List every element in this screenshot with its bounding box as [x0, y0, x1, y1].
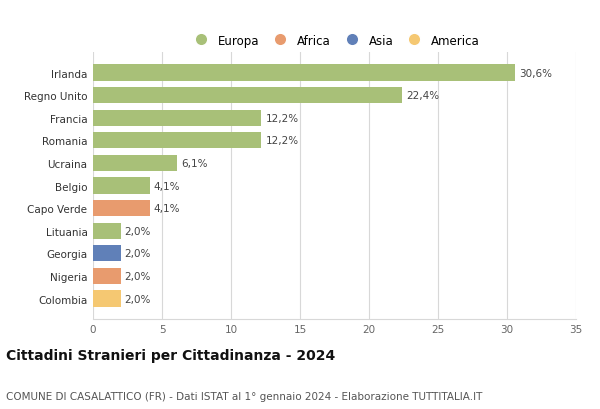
Bar	[93, 246, 121, 262]
Text: 6,1%: 6,1%	[181, 159, 208, 169]
Text: 2,0%: 2,0%	[125, 271, 151, 281]
Text: 2,0%: 2,0%	[125, 226, 151, 236]
Text: 2,0%: 2,0%	[125, 294, 151, 304]
Text: Cittadini Stranieri per Cittadinanza - 2024: Cittadini Stranieri per Cittadinanza - 2…	[6, 348, 335, 362]
Bar	[93, 65, 515, 81]
Text: 12,2%: 12,2%	[265, 136, 299, 146]
Bar	[93, 88, 402, 104]
Text: COMUNE DI CASALATTICO (FR) - Dati ISTAT al 1° gennaio 2024 - Elaborazione TUTTIT: COMUNE DI CASALATTICO (FR) - Dati ISTAT …	[6, 391, 482, 401]
Bar	[93, 110, 262, 126]
Text: 4,1%: 4,1%	[154, 181, 180, 191]
Bar	[93, 200, 149, 217]
Bar	[93, 291, 121, 307]
Bar	[93, 223, 121, 239]
Bar	[93, 268, 121, 284]
Text: 2,0%: 2,0%	[125, 249, 151, 259]
Bar	[93, 155, 177, 172]
Text: 4,1%: 4,1%	[154, 204, 180, 213]
Legend: Europa, Africa, Asia, America: Europa, Africa, Asia, America	[185, 30, 484, 52]
Text: 30,6%: 30,6%	[520, 68, 553, 79]
Bar	[93, 178, 149, 194]
Text: 22,4%: 22,4%	[406, 91, 439, 101]
Bar	[93, 133, 262, 149]
Text: 12,2%: 12,2%	[265, 113, 299, 124]
